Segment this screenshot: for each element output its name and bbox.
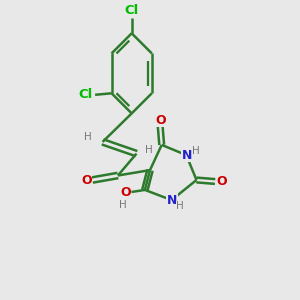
Text: O: O: [81, 174, 92, 188]
Text: H: H: [145, 145, 153, 155]
Text: O: O: [120, 186, 131, 200]
Text: H: H: [176, 201, 184, 211]
Text: H: H: [192, 146, 200, 157]
Text: O: O: [155, 114, 166, 127]
Text: N: N: [182, 148, 192, 162]
Text: Cl: Cl: [124, 4, 139, 17]
Text: H: H: [84, 131, 92, 142]
Text: Cl: Cl: [78, 88, 93, 101]
Text: O: O: [216, 175, 227, 188]
Text: N: N: [167, 194, 177, 207]
Text: H: H: [119, 200, 127, 211]
